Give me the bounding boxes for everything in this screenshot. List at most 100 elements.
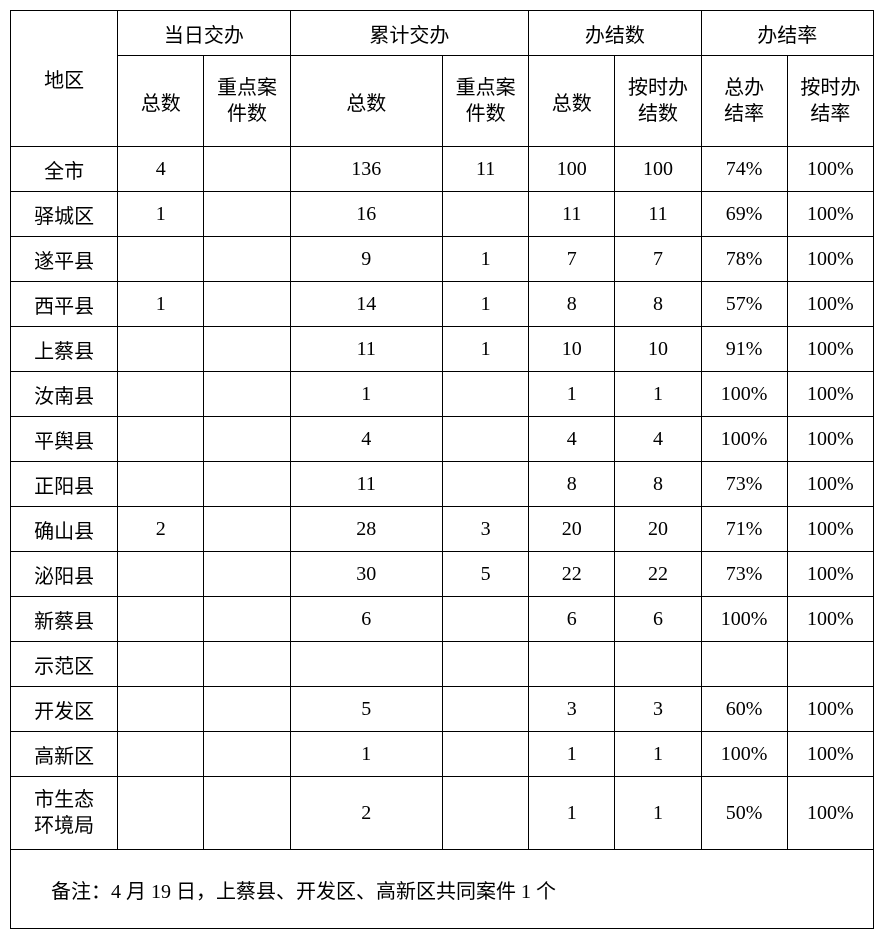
cell-cum_key <box>442 417 528 462</box>
cell-rate_ontime: 100% <box>787 282 873 327</box>
table-row: 驿城区116111169%100% <box>11 192 874 237</box>
cell-done_ontime: 10 <box>615 327 701 372</box>
cell-daily_key <box>204 237 290 282</box>
cell-done_total: 8 <box>529 282 615 327</box>
cell-cum_key <box>442 732 528 777</box>
cell-daily_total <box>118 462 204 507</box>
cell-daily_key <box>204 777 290 850</box>
header-row-1: 地区 当日交办 累计交办 办结数 办结率 <box>11 11 874 56</box>
cell-daily_total <box>118 327 204 372</box>
cell-rate_total: 100% <box>701 732 787 777</box>
header-rate: 办结率 <box>701 11 873 56</box>
header-cumulative: 累计交办 <box>290 11 529 56</box>
cell-cum_key <box>442 687 528 732</box>
cell-done_ontime: 1 <box>615 372 701 417</box>
cell-cum_total: 11 <box>290 462 442 507</box>
cell-rate_ontime: 100% <box>787 552 873 597</box>
table-row: 开发区53360%100% <box>11 687 874 732</box>
header-daily-total: 总数 <box>118 56 204 147</box>
cell-done_ontime: 8 <box>615 282 701 327</box>
cell-done_total: 22 <box>529 552 615 597</box>
cell-done_total: 11 <box>529 192 615 237</box>
cell-done_total: 6 <box>529 597 615 642</box>
cell-rate_ontime: 100% <box>787 327 873 372</box>
table-row: 全市41361110010074%100% <box>11 147 874 192</box>
table-row: 新蔡县666100%100% <box>11 597 874 642</box>
header-rate-total: 总办结率 <box>701 56 787 147</box>
cell-cum_key <box>442 597 528 642</box>
cell-done_total: 10 <box>529 327 615 372</box>
cell-region: 市生态环境局 <box>11 777 118 850</box>
cell-cum_key <box>442 192 528 237</box>
cell-done_total: 7 <box>529 237 615 282</box>
cell-daily_key <box>204 687 290 732</box>
cell-daily_key <box>204 732 290 777</box>
cell-done_ontime <box>615 642 701 687</box>
cell-rate_total: 74% <box>701 147 787 192</box>
cell-region: 确山县 <box>11 507 118 552</box>
table-row: 汝南县111100%100% <box>11 372 874 417</box>
cell-daily_key <box>204 372 290 417</box>
cell-done_total: 1 <box>529 372 615 417</box>
cell-rate_total: 100% <box>701 597 787 642</box>
cell-region: 西平县 <box>11 282 118 327</box>
cell-rate_ontime: 100% <box>787 597 873 642</box>
statistics-table: 地区 当日交办 累计交办 办结数 办结率 总数 重点案件数 总数 重点案件数 总… <box>10 10 874 929</box>
cell-rate_total: 100% <box>701 417 787 462</box>
table-row: 西平县11418857%100% <box>11 282 874 327</box>
cell-daily_key <box>204 462 290 507</box>
table-row: 正阳县118873%100% <box>11 462 874 507</box>
cell-region: 遂平县 <box>11 237 118 282</box>
cell-cum_total: 9 <box>290 237 442 282</box>
header-daily-key: 重点案件数 <box>204 56 290 147</box>
cell-region: 泌阳县 <box>11 552 118 597</box>
cell-daily_key <box>204 327 290 372</box>
cell-cum_key: 11 <box>442 147 528 192</box>
cell-daily_total: 2 <box>118 507 204 552</box>
table-row: 遂平县917778%100% <box>11 237 874 282</box>
cell-done_total: 4 <box>529 417 615 462</box>
cell-cum_key: 3 <box>442 507 528 552</box>
cell-rate_total: 100% <box>701 372 787 417</box>
header-row-2: 总数 重点案件数 总数 重点案件数 总数 按时办结数 总办结率 按时办结率 <box>11 56 874 147</box>
cell-daily_total <box>118 732 204 777</box>
cell-daily_key <box>204 552 290 597</box>
cell-rate_ontime: 100% <box>787 192 873 237</box>
cell-cum_key: 5 <box>442 552 528 597</box>
cell-region: 平舆县 <box>11 417 118 462</box>
cell-rate_ontime: 100% <box>787 777 873 850</box>
cell-region: 上蔡县 <box>11 327 118 372</box>
cell-cum_total <box>290 642 442 687</box>
cell-daily_total <box>118 237 204 282</box>
cell-done_ontime: 6 <box>615 597 701 642</box>
cell-rate_ontime: 100% <box>787 507 873 552</box>
cell-rate_total: 57% <box>701 282 787 327</box>
cell-cum_key <box>442 462 528 507</box>
cell-daily_total <box>118 687 204 732</box>
cell-cum_total: 136 <box>290 147 442 192</box>
cell-daily_total <box>118 597 204 642</box>
cell-cum_total: 6 <box>290 597 442 642</box>
cell-done_ontime: 1 <box>615 732 701 777</box>
cell-region: 高新区 <box>11 732 118 777</box>
cell-rate_ontime: 100% <box>787 462 873 507</box>
table-row: 高新区111100%100% <box>11 732 874 777</box>
header-done-total: 总数 <box>529 56 615 147</box>
cell-rate_total: 73% <box>701 462 787 507</box>
cell-cum_total: 30 <box>290 552 442 597</box>
header-done-ontime: 按时办结数 <box>615 56 701 147</box>
cell-daily_total <box>118 777 204 850</box>
cell-region: 正阳县 <box>11 462 118 507</box>
cell-done_total: 1 <box>529 777 615 850</box>
cell-region: 开发区 <box>11 687 118 732</box>
cell-daily_key <box>204 597 290 642</box>
table-row: 确山县2283202071%100% <box>11 507 874 552</box>
header-region: 地区 <box>11 11 118 147</box>
cell-cum_total: 16 <box>290 192 442 237</box>
cell-rate_ontime: 100% <box>787 687 873 732</box>
cell-region: 新蔡县 <box>11 597 118 642</box>
cell-daily_total <box>118 552 204 597</box>
cell-done_total: 20 <box>529 507 615 552</box>
cell-cum_key <box>442 372 528 417</box>
cell-daily_total: 1 <box>118 192 204 237</box>
